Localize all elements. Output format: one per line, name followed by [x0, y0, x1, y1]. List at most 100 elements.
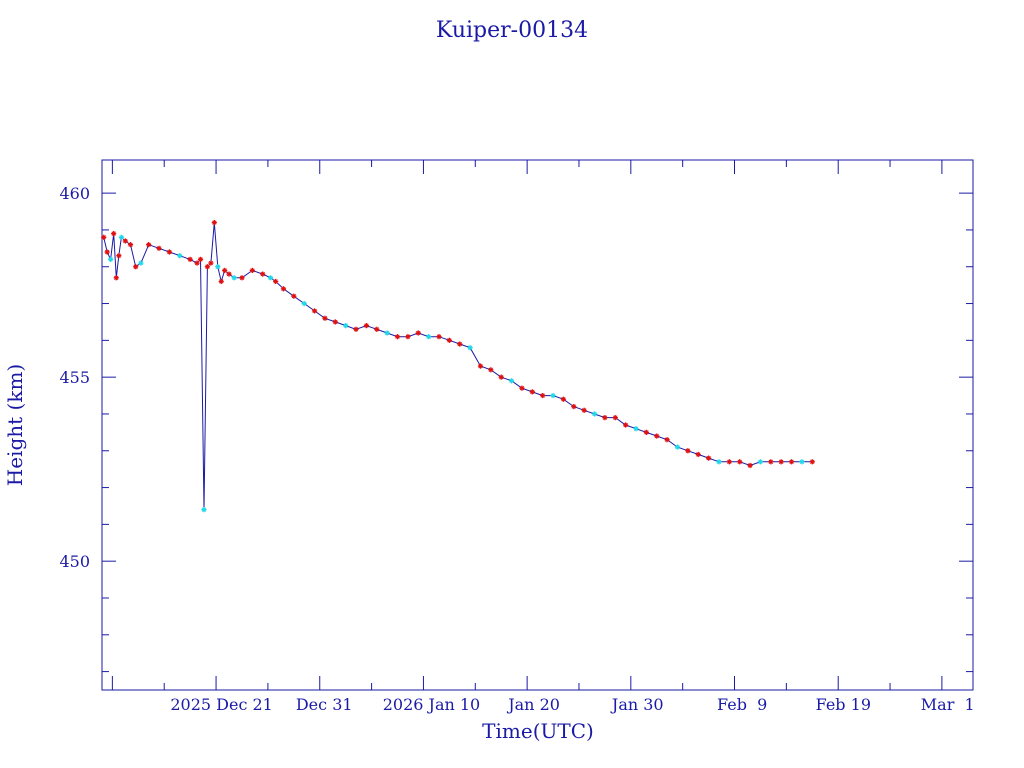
- data-point: [705, 455, 712, 461]
- data-point: [146, 242, 152, 248]
- data-point: [405, 334, 411, 340]
- y-tick-label: 460: [59, 184, 90, 203]
- data-point: [322, 315, 328, 321]
- data-point: [488, 367, 494, 373]
- data-point: [218, 278, 224, 285]
- data-point: [394, 334, 401, 340]
- data-point: [273, 278, 279, 285]
- data-point: [612, 415, 618, 421]
- data-point: [267, 275, 274, 281]
- data-point: [529, 389, 535, 395]
- y-axis-label: Height (km): [3, 364, 27, 486]
- plot-frame: [101, 159, 974, 691]
- data-point: [197, 256, 204, 262]
- data-point: [477, 363, 484, 369]
- data-point: [726, 459, 732, 465]
- data-point: [122, 238, 128, 244]
- data-point: [138, 260, 144, 266]
- data-point: [426, 334, 432, 340]
- data-point: [280, 286, 287, 292]
- data-point: [133, 264, 139, 270]
- x-tick-label: Jan 30: [610, 695, 664, 714]
- data-point: [560, 396, 567, 402]
- data-point: [809, 459, 815, 465]
- data-point: [204, 264, 211, 270]
- data-point: [118, 234, 125, 240]
- data-point: [374, 326, 380, 332]
- x-axis-label: Time(UTC): [482, 719, 594, 743]
- data-point: [113, 275, 119, 281]
- data-point: [550, 392, 556, 399]
- data-point: [737, 459, 743, 465]
- data-point: [291, 293, 297, 299]
- data-point: [581, 407, 587, 413]
- data-point: [695, 451, 701, 458]
- x-tick-label: Mar 1: [921, 695, 975, 714]
- x-tick-label: Jan 20: [506, 695, 560, 714]
- data-point: [104, 249, 110, 255]
- data-point: [415, 330, 421, 336]
- data-point: [215, 264, 221, 270]
- data-point: [177, 253, 183, 259]
- data-point: [508, 378, 515, 384]
- data-point: [222, 267, 228, 274]
- x-tick-label: 2025 Dec 21: [170, 695, 273, 714]
- data-point: [260, 271, 266, 277]
- data-point: [201, 507, 207, 513]
- x-tick-label: 2026 Jan 10: [383, 695, 481, 714]
- data-point: [384, 330, 390, 336]
- series-markers: [101, 219, 815, 513]
- data-point: [519, 385, 525, 391]
- data-point: [108, 256, 114, 262]
- data-point: [101, 234, 107, 240]
- x-axis: 2025 Dec 21 Dec 31 2026 Jan 10 Jan 20 Jan 30…: [111, 160, 975, 714]
- data-point: [685, 448, 691, 454]
- chart-title: Kuiper-00134: [436, 18, 588, 43]
- y-tick-label: 455: [59, 368, 90, 387]
- series-line: [103, 222, 813, 510]
- data-point: [467, 345, 473, 351]
- data-point: [446, 337, 452, 343]
- data-point: [332, 319, 338, 325]
- data-point: [194, 260, 200, 266]
- data-point: [166, 249, 172, 255]
- y-tick-label: 450: [59, 552, 90, 571]
- data-point: [643, 429, 649, 435]
- data-point: [623, 422, 629, 428]
- x-tick-label: Feb 9: [717, 695, 767, 714]
- data-point: [716, 459, 722, 465]
- data-point: [788, 459, 795, 465]
- data-point: [208, 260, 214, 266]
- data-point: [591, 411, 598, 417]
- data-point: [768, 459, 774, 465]
- data-point: [757, 459, 764, 465]
- data-point: [249, 267, 255, 274]
- data-point: [571, 403, 577, 410]
- data-point: [602, 415, 608, 421]
- data-point: [231, 275, 237, 281]
- data-point: [436, 334, 442, 340]
- data-point: [633, 426, 639, 432]
- data-point: [778, 459, 784, 465]
- data-point: [363, 323, 370, 329]
- data-point: [226, 271, 232, 277]
- data-point: [156, 245, 162, 251]
- data-point: [127, 242, 134, 248]
- data-point: [457, 341, 463, 347]
- data-point: [211, 219, 217, 226]
- data-point: [311, 308, 318, 314]
- data-point: [654, 433, 660, 439]
- data-point: [111, 231, 117, 237]
- y-axis: 450 455 460: [59, 184, 973, 673]
- data-point: [498, 374, 504, 380]
- data-point: [187, 256, 193, 262]
- x-tick-label: Feb 19: [816, 695, 871, 714]
- data-point: [799, 459, 805, 465]
- data-point: [747, 462, 753, 469]
- data-point: [353, 326, 359, 332]
- data-point: [239, 275, 245, 281]
- data-point: [116, 253, 122, 259]
- data-point: [343, 323, 349, 329]
- data-point: [540, 392, 546, 399]
